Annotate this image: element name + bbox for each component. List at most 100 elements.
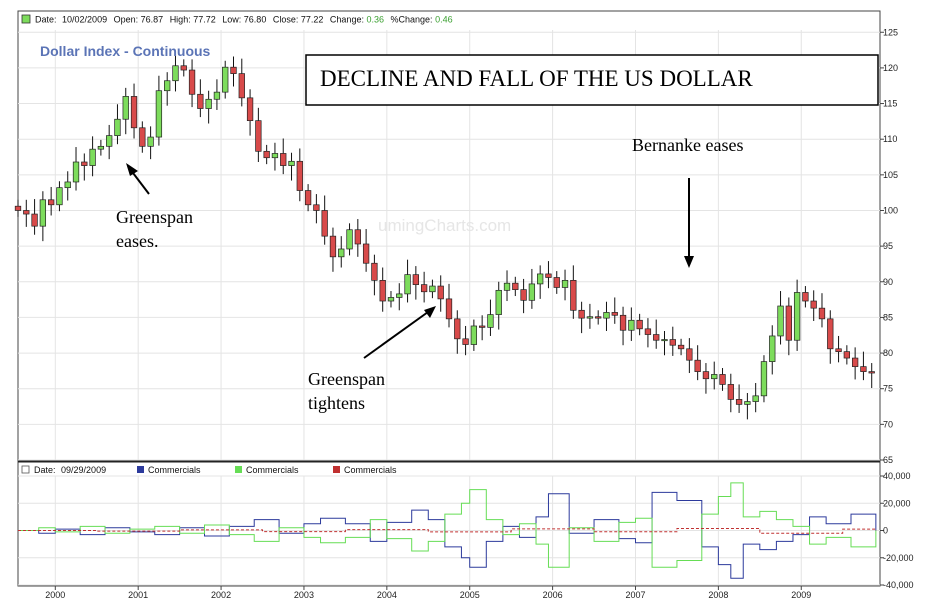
candle xyxy=(611,297,618,324)
candle xyxy=(495,281,502,330)
x-tick-label: 2002 xyxy=(211,590,231,600)
candle-body xyxy=(321,210,328,237)
price-y-tick-label: 100 xyxy=(883,205,898,215)
candle-body xyxy=(669,339,676,346)
annotation-greenspan-tightens-line1: Greenspan xyxy=(308,369,385,389)
candle xyxy=(205,90,212,124)
annotation-greenspan-eases: Greenspan eases. xyxy=(116,163,193,251)
candle-body xyxy=(528,283,536,301)
candle-body xyxy=(106,135,113,147)
high-label: High: xyxy=(170,15,191,25)
x-tick-label: 2007 xyxy=(625,590,645,600)
headline-box: DECLINE AND FALL OF THE US DOLLAR xyxy=(305,54,879,106)
candle-body xyxy=(760,361,768,397)
candle-body xyxy=(89,148,96,166)
candle-body xyxy=(64,181,71,189)
candle-body xyxy=(479,325,486,328)
candle xyxy=(354,219,361,257)
candle xyxy=(719,368,726,391)
close-label: Close: xyxy=(273,15,299,25)
price-y-tick-label: 75 xyxy=(883,384,893,394)
x-tick-label: 2001 xyxy=(128,590,148,600)
candle xyxy=(39,191,47,242)
candle xyxy=(313,194,320,224)
candle-body xyxy=(777,305,784,337)
candle-body xyxy=(520,289,527,301)
price-y-tick-label: 85 xyxy=(883,312,893,322)
pct-change-label: %Change: xyxy=(391,15,433,25)
candle xyxy=(503,270,511,302)
candle-body xyxy=(14,205,22,211)
candle-body xyxy=(512,282,519,290)
candle xyxy=(255,107,262,163)
candle-body xyxy=(644,328,652,335)
candle-body xyxy=(280,153,287,166)
candle xyxy=(727,373,734,413)
price-y-tick-label: 115 xyxy=(883,99,897,109)
candle xyxy=(23,199,30,227)
candle xyxy=(744,392,751,420)
candle-body xyxy=(147,136,154,147)
candle-body xyxy=(686,348,693,361)
candle-body xyxy=(636,319,643,330)
candle xyxy=(669,326,676,356)
candle-body xyxy=(653,334,660,341)
legend-swatch-blue xyxy=(137,466,144,473)
cot-y-tick-label: 0 xyxy=(883,526,888,536)
candle xyxy=(56,181,63,212)
candle xyxy=(213,79,221,110)
candle-body xyxy=(802,292,809,302)
candle-body xyxy=(97,145,105,150)
candle xyxy=(735,384,743,413)
candle-body xyxy=(445,298,453,320)
candle-body xyxy=(188,69,196,95)
candle xyxy=(785,297,792,356)
x-tick-label: 2006 xyxy=(543,590,563,600)
arrowhead-bernanke-eases xyxy=(684,256,694,268)
change-value: 0.36 xyxy=(366,15,384,25)
candle-body xyxy=(429,285,436,293)
candle-body xyxy=(586,316,594,319)
candle xyxy=(14,199,22,217)
candle xyxy=(147,126,154,160)
candle-body xyxy=(810,300,817,309)
candle-body xyxy=(371,262,378,281)
candle-body xyxy=(462,338,469,345)
legend-swatch-green xyxy=(235,466,242,473)
cot-panel-frame xyxy=(17,461,881,587)
candle-body xyxy=(205,98,212,109)
candle xyxy=(329,227,337,272)
candle xyxy=(130,83,138,139)
candle xyxy=(454,310,461,354)
annotation-bernanke-eases: Bernanke eases xyxy=(632,135,743,268)
candle xyxy=(238,58,245,107)
candle xyxy=(362,229,370,272)
candle xyxy=(777,291,784,345)
candle xyxy=(686,338,693,374)
candle-body xyxy=(130,96,138,129)
candle xyxy=(769,325,776,375)
candle-body xyxy=(222,66,229,93)
annotation-greenspan-eases-line2: eases. xyxy=(116,231,158,251)
candle-body xyxy=(346,229,353,250)
legend-swatch-red xyxy=(333,466,340,473)
candle xyxy=(271,142,279,171)
candle xyxy=(603,301,610,331)
candle-body xyxy=(793,292,801,341)
candle-body xyxy=(404,274,411,295)
candle xyxy=(172,52,179,92)
candle-body xyxy=(338,248,345,258)
candle-body xyxy=(122,96,129,120)
candle-body xyxy=(727,384,734,400)
cot-series-2 xyxy=(18,527,877,534)
candle xyxy=(545,261,552,289)
candle xyxy=(445,283,453,328)
candle-body xyxy=(470,325,478,345)
candle-body xyxy=(818,307,826,320)
price-legend-swatch xyxy=(21,14,31,24)
candle xyxy=(702,363,710,394)
candle xyxy=(72,147,80,191)
candle xyxy=(537,265,544,299)
annotation-greenspan-tightens: Greenspan tightens xyxy=(308,306,436,413)
cot-y-tick-label: -40,000 xyxy=(883,580,914,590)
